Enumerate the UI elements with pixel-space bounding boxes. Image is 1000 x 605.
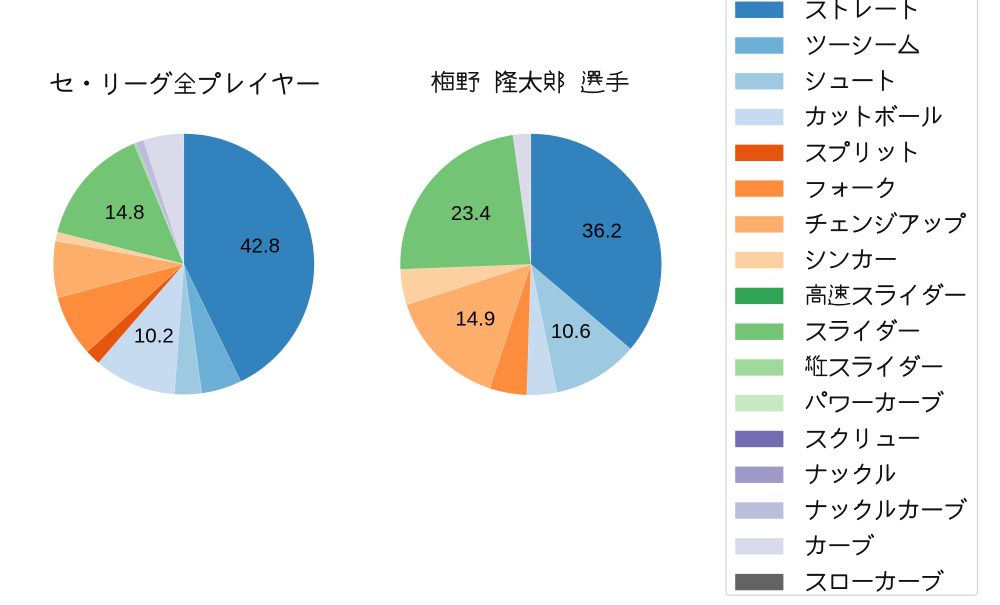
- svg-text:23.4: 23.4: [451, 202, 491, 225]
- svg-text:10.2: 10.2: [134, 324, 174, 347]
- svg-text:10.6: 10.6: [551, 320, 591, 343]
- svg-text:42.8: 42.8: [240, 234, 280, 257]
- svg-text:36.2: 36.2: [582, 219, 622, 242]
- svg-text:14.8: 14.8: [105, 201, 145, 224]
- svg-text:14.9: 14.9: [455, 308, 495, 331]
